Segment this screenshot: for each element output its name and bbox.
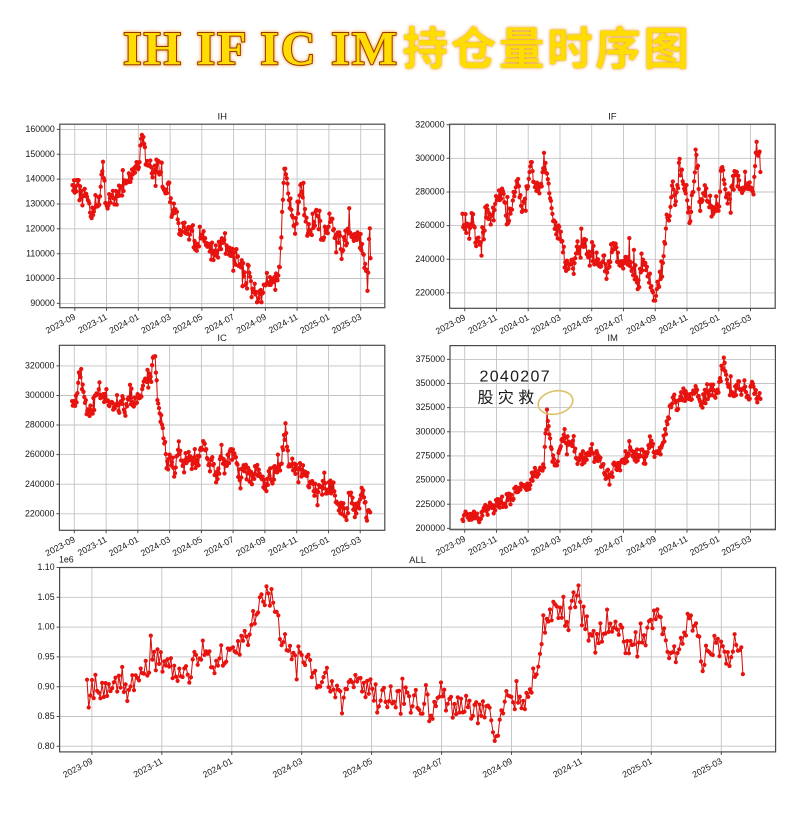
svg-text:220000: 220000 <box>415 288 444 298</box>
svg-text:IH IF IC IM: IH IF IC IM <box>123 22 397 75</box>
svg-text:0.95: 0.95 <box>37 652 54 662</box>
svg-text:250000: 250000 <box>416 475 445 485</box>
svg-text:300000: 300000 <box>25 390 54 400</box>
svg-text:200000: 200000 <box>416 523 445 533</box>
svg-text:260000: 260000 <box>415 220 444 230</box>
svg-text:IF: IF <box>608 112 617 123</box>
svg-text:ALL: ALL <box>409 555 426 566</box>
svg-text:IH: IH <box>218 112 228 123</box>
svg-text:100000: 100000 <box>25 273 54 283</box>
svg-text:300000: 300000 <box>415 153 444 163</box>
svg-text:160000: 160000 <box>25 124 54 134</box>
svg-text:240000: 240000 <box>25 479 54 489</box>
svg-text:225000: 225000 <box>416 499 445 509</box>
svg-text:0.90: 0.90 <box>37 681 54 691</box>
svg-text:1.05: 1.05 <box>37 592 54 602</box>
svg-text:325000: 325000 <box>416 402 445 412</box>
svg-text:1e6: 1e6 <box>59 555 74 565</box>
svg-text:90000: 90000 <box>30 298 55 308</box>
svg-text:260000: 260000 <box>25 449 54 459</box>
svg-text:280000: 280000 <box>25 420 54 430</box>
svg-text:130000: 130000 <box>25 199 54 209</box>
svg-text:275000: 275000 <box>416 451 445 461</box>
svg-text:120000: 120000 <box>25 223 54 233</box>
svg-text:0.80: 0.80 <box>37 741 54 751</box>
svg-text:1.10: 1.10 <box>37 562 54 572</box>
svg-text:110000: 110000 <box>26 248 55 258</box>
svg-text:IM: IM <box>607 333 618 344</box>
svg-text:350000: 350000 <box>416 378 445 388</box>
svg-text:150000: 150000 <box>25 149 54 159</box>
svg-text:220000: 220000 <box>25 508 54 518</box>
svg-text:320000: 320000 <box>415 119 444 129</box>
svg-text:140000: 140000 <box>25 174 54 184</box>
svg-text:320000: 320000 <box>25 361 54 371</box>
svg-text:240000: 240000 <box>415 254 444 264</box>
svg-text:1.00: 1.00 <box>37 622 54 632</box>
svg-text:IC: IC <box>217 333 227 344</box>
svg-text:2040207: 2040207 <box>480 369 551 386</box>
svg-text:300000: 300000 <box>416 426 445 436</box>
svg-text:0.85: 0.85 <box>37 711 54 721</box>
svg-text:375000: 375000 <box>416 354 445 364</box>
svg-text:280000: 280000 <box>415 187 444 197</box>
